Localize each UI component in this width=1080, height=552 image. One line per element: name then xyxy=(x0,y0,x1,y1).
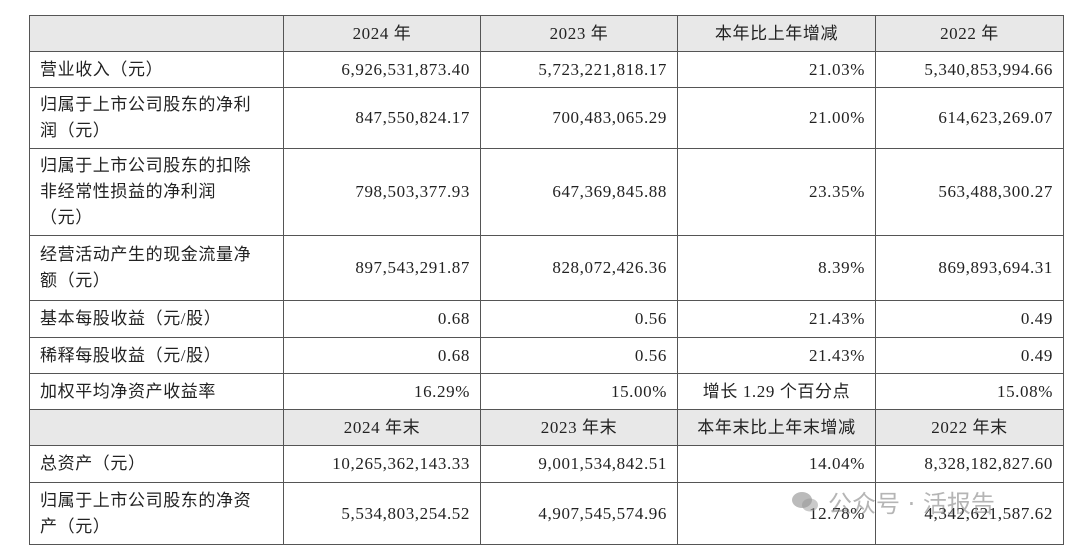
data-row: 归属于上市公司股东的净利 润（元） 847,550,824.17 700,483,06… xyxy=(29,87,1064,149)
value-cell: 23.35% xyxy=(677,148,876,236)
value-cell: 16.29% xyxy=(283,373,481,410)
header-row: 2024 年末 2023 年末 本年末比上年末增减 2022 年末 xyxy=(29,409,1064,446)
row-label-line: 经营活动产生的现金流量净 xyxy=(40,245,252,264)
value-cell: 869,893,694.31 xyxy=(875,235,1064,301)
value-cell: 21.43% xyxy=(677,300,876,338)
value-cell: 10,265,362,143.33 xyxy=(283,445,481,483)
header-cell: 2023 年末 xyxy=(480,409,678,446)
row-label: 加权平均净资产收益率 xyxy=(29,373,284,410)
row-label-line: 加权平均净资产收益率 xyxy=(40,381,216,401)
row-label: 营业收入（元） xyxy=(29,51,284,88)
header-cell: 2024 年 xyxy=(283,15,481,52)
row-label-line: 基本每股收益（元/股） xyxy=(40,309,222,328)
value-cell: 798,503,377.93 xyxy=(283,148,481,236)
header-cell: 2023 年 xyxy=(480,15,678,52)
value-cell: 5,340,853,994.66 xyxy=(875,51,1064,88)
row-label: 经营活动产生的现金流量净 额（元） xyxy=(29,235,284,301)
row-label: 总资产（元） xyxy=(29,445,284,483)
watermark: 公众号 · 活报告 xyxy=(790,484,995,519)
data-row: 总资产（元） 10,265,362,143.33 9,001,534,842.51 1… xyxy=(29,445,1064,483)
row-label-line: （元） xyxy=(40,208,93,227)
row-label-line: 产（元） xyxy=(40,516,111,536)
data-row: 归属于上市公司股东的净资 产（元） 5,534,803,254.52 4,907,54… xyxy=(29,482,1064,545)
header-corner xyxy=(29,15,284,52)
value-cell: 4,342,621,587.62 xyxy=(875,482,1064,545)
row-label: 归属于上市公司股东的扣除 非经常性损益的净利润 （元） xyxy=(29,148,284,236)
row-label: 归属于上市公司股东的净资 产（元） xyxy=(29,482,284,545)
table-body: 2024 年 2023 年本年比上年增减 2022 年营业收入（元） 6,926,53… xyxy=(29,15,1064,545)
value-cell: 12.78% xyxy=(677,482,876,545)
header-cell: 2022 年 xyxy=(875,15,1064,52)
row-label-line: 归属于上市公司股东的扣除 xyxy=(40,156,252,175)
value-cell: 5,534,803,254.52 xyxy=(283,482,481,545)
value-cell: 647,369,845.88 xyxy=(480,148,678,236)
value-cell: 21.00% xyxy=(677,87,876,149)
row-label: 基本每股收益（元/股） xyxy=(29,300,284,338)
row-label-line: 归属于上市公司股东的净资 xyxy=(40,490,252,510)
value-cell: 9,001,534,842.51 xyxy=(480,445,678,483)
value-cell: 0.68 xyxy=(283,300,481,338)
data-row: 归属于上市公司股东的扣除 非经常性损益的净利润 （元） 798,503,377.93 6… xyxy=(29,148,1064,236)
watermark-text: 公众号 · 活报告 xyxy=(828,490,995,518)
data-row: 经营活动产生的现金流量净 额（元） 897,543,291.87 828,072,42… xyxy=(29,235,1064,301)
data-row: 加权平均净资产收益率 16.29% 15.00% 增长 1.29 个百分点 15.08% xyxy=(29,373,1064,410)
value-cell: 6,926,531,873.40 xyxy=(283,51,481,88)
value-cell: 0.68 xyxy=(283,337,481,374)
row-label-line: 非经常性损益的净利润 xyxy=(40,182,216,201)
value-cell: 897,543,291.87 xyxy=(283,235,481,301)
value-cell: 847,550,824.17 xyxy=(283,87,481,149)
wechat-icon xyxy=(792,491,818,511)
value-cell: 0.56 xyxy=(480,337,678,374)
value-cell: 563,488,300.27 xyxy=(875,148,1064,236)
value-cell: 8.39% xyxy=(677,235,876,301)
data-row: 营业收入（元） 6,926,531,873.40 5,723,221,818.17 2… xyxy=(29,51,1064,88)
header-row: 2024 年 2023 年本年比上年增减 2022 年 xyxy=(29,15,1064,52)
value-cell: 15.08% xyxy=(875,373,1064,410)
value-cell: 700,483,065.29 xyxy=(480,87,678,149)
header-cell: 2024 年末 xyxy=(283,409,481,446)
value-cell: 21.43% xyxy=(677,337,876,374)
header-corner xyxy=(29,409,284,446)
value-cell: 0.49 xyxy=(875,337,1064,374)
financial-table: 2024 年 2023 年本年比上年增减 2022 年营业收入（元） 6,926,53… xyxy=(29,15,1064,545)
row-label-line: 总资产（元） xyxy=(40,454,146,473)
value-cell: 0.49 xyxy=(875,300,1064,338)
value-cell: 614,623,269.07 xyxy=(875,87,1064,149)
value-cell: 21.03% xyxy=(677,51,876,88)
value-cell: 4,907,545,574.96 xyxy=(480,482,678,545)
data-row: 基本每股收益（元/股） 0.68 0.56 21.43% 0.49 xyxy=(29,300,1064,338)
row-label: 稀释每股收益（元/股） xyxy=(29,337,284,374)
data-row: 稀释每股收益（元/股） 0.68 0.56 21.43% 0.49 xyxy=(29,337,1064,374)
header-cell: 2022 年末 xyxy=(875,409,1064,446)
value-cell: 828,072,426.36 xyxy=(480,235,678,301)
header-cell: 本年比上年增减 xyxy=(677,15,876,52)
value-cell: 8,328,182,827.60 xyxy=(875,445,1064,483)
value-cell: 14.04% xyxy=(677,445,876,483)
row-label-line: 额（元） xyxy=(40,271,111,290)
row-label-line: 稀释每股收益（元/股） xyxy=(40,345,222,365)
value-cell: 增长 1.29 个百分点 xyxy=(677,373,876,410)
row-label-line: 营业收入（元） xyxy=(40,59,164,79)
row-label: 归属于上市公司股东的净利 润（元） xyxy=(29,87,284,149)
row-label-line: 归属于上市公司股东的净利 xyxy=(40,95,252,114)
value-cell: 15.00% xyxy=(480,373,678,410)
value-cell: 5,723,221,818.17 xyxy=(480,51,678,88)
value-cell: 0.56 xyxy=(480,300,678,338)
header-cell: 本年末比上年末增减 xyxy=(677,409,876,446)
row-label-line: 润（元） xyxy=(40,121,111,140)
